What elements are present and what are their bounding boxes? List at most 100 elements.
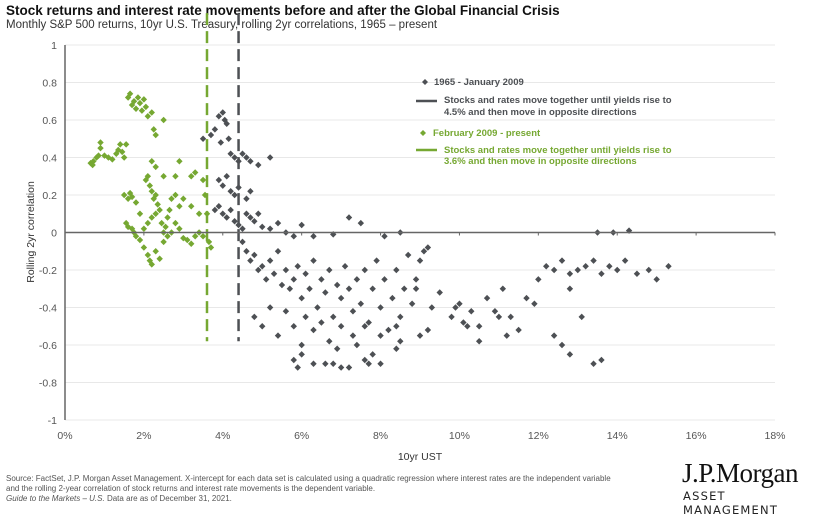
data-point (148, 158, 155, 165)
data-point (89, 161, 96, 169)
data-points (87, 90, 672, 371)
data-point (227, 150, 234, 157)
data-point (397, 313, 404, 321)
data-point (294, 263, 301, 270)
data-point (428, 304, 436, 311)
y-tick-label: 0.4 (42, 153, 57, 165)
data-point (259, 223, 266, 231)
data-point (215, 176, 223, 184)
data-point (97, 139, 104, 146)
y-tick-label: 0.6 (42, 115, 57, 127)
data-point (176, 158, 183, 165)
data-point (357, 300, 365, 307)
data-point (247, 214, 254, 221)
data-point (158, 219, 165, 227)
data-point (148, 261, 155, 268)
data-point (306, 285, 313, 292)
data-point (353, 276, 361, 283)
data-point (115, 146, 122, 154)
data-point (531, 300, 538, 307)
data-point (535, 276, 542, 283)
data-point (215, 113, 223, 120)
data-point (140, 96, 148, 103)
data-point (566, 270, 574, 277)
data-point (290, 323, 297, 330)
legend-label-green-line-1: Stocks and rates move together until yie… (444, 145, 672, 156)
data-point (215, 203, 223, 210)
data-point (191, 233, 199, 240)
data-point (377, 304, 384, 311)
data-point (349, 332, 357, 339)
data-point (377, 332, 384, 339)
series-pre-2009 (199, 109, 672, 371)
data-point (566, 285, 574, 292)
data-point (361, 356, 368, 364)
data-point (353, 341, 361, 349)
data-point (126, 90, 134, 97)
data-point (156, 255, 163, 262)
data-point (122, 219, 130, 227)
data-point (87, 159, 94, 167)
data-point (558, 341, 566, 349)
data-point (227, 206, 234, 214)
data-point (195, 210, 203, 217)
data-point (239, 225, 246, 232)
data-point (191, 169, 199, 176)
data-point (503, 332, 510, 339)
data-point (227, 188, 234, 195)
data-point (134, 94, 142, 101)
data-point (298, 294, 305, 302)
data-point (653, 276, 660, 283)
y-tick-label: -0.4 (39, 303, 57, 315)
data-point (132, 199, 140, 206)
x-tick-label: 16% (686, 430, 707, 442)
data-point (251, 313, 258, 321)
data-point (333, 345, 341, 352)
legend-label-grey-line-1: Stocks and rates move together until yie… (444, 95, 672, 106)
data-point (282, 308, 290, 315)
data-point (247, 257, 254, 264)
data-point (381, 233, 388, 240)
data-point (231, 154, 238, 161)
data-point (243, 210, 250, 217)
data-point (239, 150, 246, 157)
data-point (154, 201, 161, 208)
data-point (286, 285, 294, 292)
data-point (665, 263, 672, 270)
data-point (543, 263, 550, 270)
data-point (495, 313, 503, 321)
data-point (322, 289, 329, 296)
data-point (412, 285, 420, 292)
data-point (424, 244, 432, 251)
x-tick-label: 10% (449, 430, 470, 442)
data-point (330, 313, 337, 321)
data-point (262, 276, 270, 283)
data-point (452, 304, 459, 311)
data-point (468, 308, 475, 315)
data-point (369, 285, 376, 292)
data-point (152, 131, 159, 139)
data-point (345, 285, 353, 292)
data-point (578, 313, 585, 321)
data-point (266, 257, 274, 264)
data-point (146, 182, 154, 189)
x-tick-label: 18% (764, 430, 785, 442)
data-point (337, 323, 345, 330)
data-point (160, 116, 167, 124)
x-tick-label: 8% (373, 430, 388, 442)
data-point (219, 210, 226, 217)
data-point (294, 364, 301, 371)
data-point (144, 251, 152, 259)
data-point (598, 270, 605, 277)
y-tick-label: -1 (48, 415, 57, 427)
data-point (290, 233, 297, 240)
data-point (460, 319, 467, 326)
data-point (266, 304, 274, 311)
data-point (255, 161, 262, 169)
data-point (97, 144, 104, 152)
chart-title: Stock returns and interest rate movement… (6, 3, 560, 18)
data-point (180, 195, 187, 202)
x-axis-label: 10yr UST (398, 451, 443, 463)
data-point (278, 281, 286, 289)
data-point (205, 238, 213, 246)
